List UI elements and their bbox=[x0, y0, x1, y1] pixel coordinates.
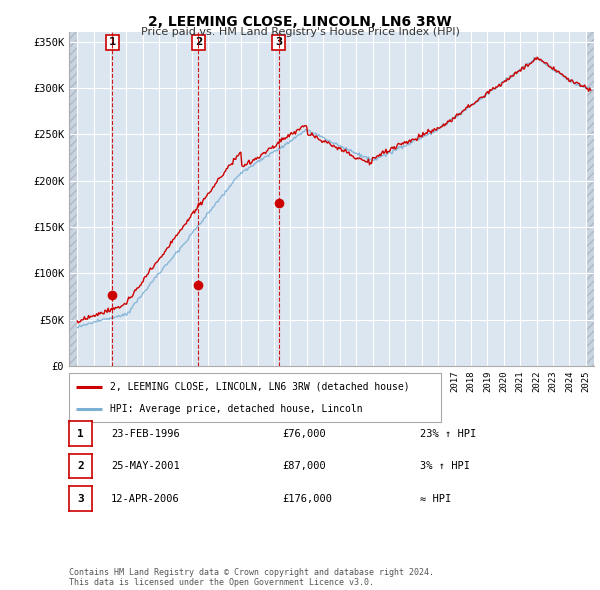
Text: 2: 2 bbox=[77, 461, 84, 471]
Text: 23-FEB-1996: 23-FEB-1996 bbox=[111, 429, 180, 438]
Text: Contains HM Land Registry data © Crown copyright and database right 2024.
This d: Contains HM Land Registry data © Crown c… bbox=[69, 568, 434, 587]
Text: 23% ↑ HPI: 23% ↑ HPI bbox=[420, 429, 476, 438]
Text: 3: 3 bbox=[275, 37, 282, 47]
Text: 25-MAY-2001: 25-MAY-2001 bbox=[111, 461, 180, 471]
Bar bbox=[69, 32, 77, 366]
Text: 1: 1 bbox=[77, 429, 84, 438]
Text: 2, LEEMING CLOSE, LINCOLN, LN6 3RW (detached house): 2, LEEMING CLOSE, LINCOLN, LN6 3RW (deta… bbox=[110, 382, 410, 392]
Text: £176,000: £176,000 bbox=[282, 494, 332, 503]
Text: £76,000: £76,000 bbox=[282, 429, 326, 438]
Text: Price paid vs. HM Land Registry's House Price Index (HPI): Price paid vs. HM Land Registry's House … bbox=[140, 27, 460, 37]
Bar bbox=[586, 32, 594, 366]
Text: HPI: Average price, detached house, Lincoln: HPI: Average price, detached house, Linc… bbox=[110, 404, 362, 414]
Text: ≈ HPI: ≈ HPI bbox=[420, 494, 451, 503]
Text: 2, LEEMING CLOSE, LINCOLN, LN6 3RW: 2, LEEMING CLOSE, LINCOLN, LN6 3RW bbox=[148, 15, 452, 29]
Text: 1: 1 bbox=[109, 37, 116, 47]
Text: 3: 3 bbox=[77, 494, 84, 503]
Text: 3% ↑ HPI: 3% ↑ HPI bbox=[420, 461, 470, 471]
Text: £87,000: £87,000 bbox=[282, 461, 326, 471]
Text: 2: 2 bbox=[194, 37, 202, 47]
Text: 12-APR-2006: 12-APR-2006 bbox=[111, 494, 180, 503]
